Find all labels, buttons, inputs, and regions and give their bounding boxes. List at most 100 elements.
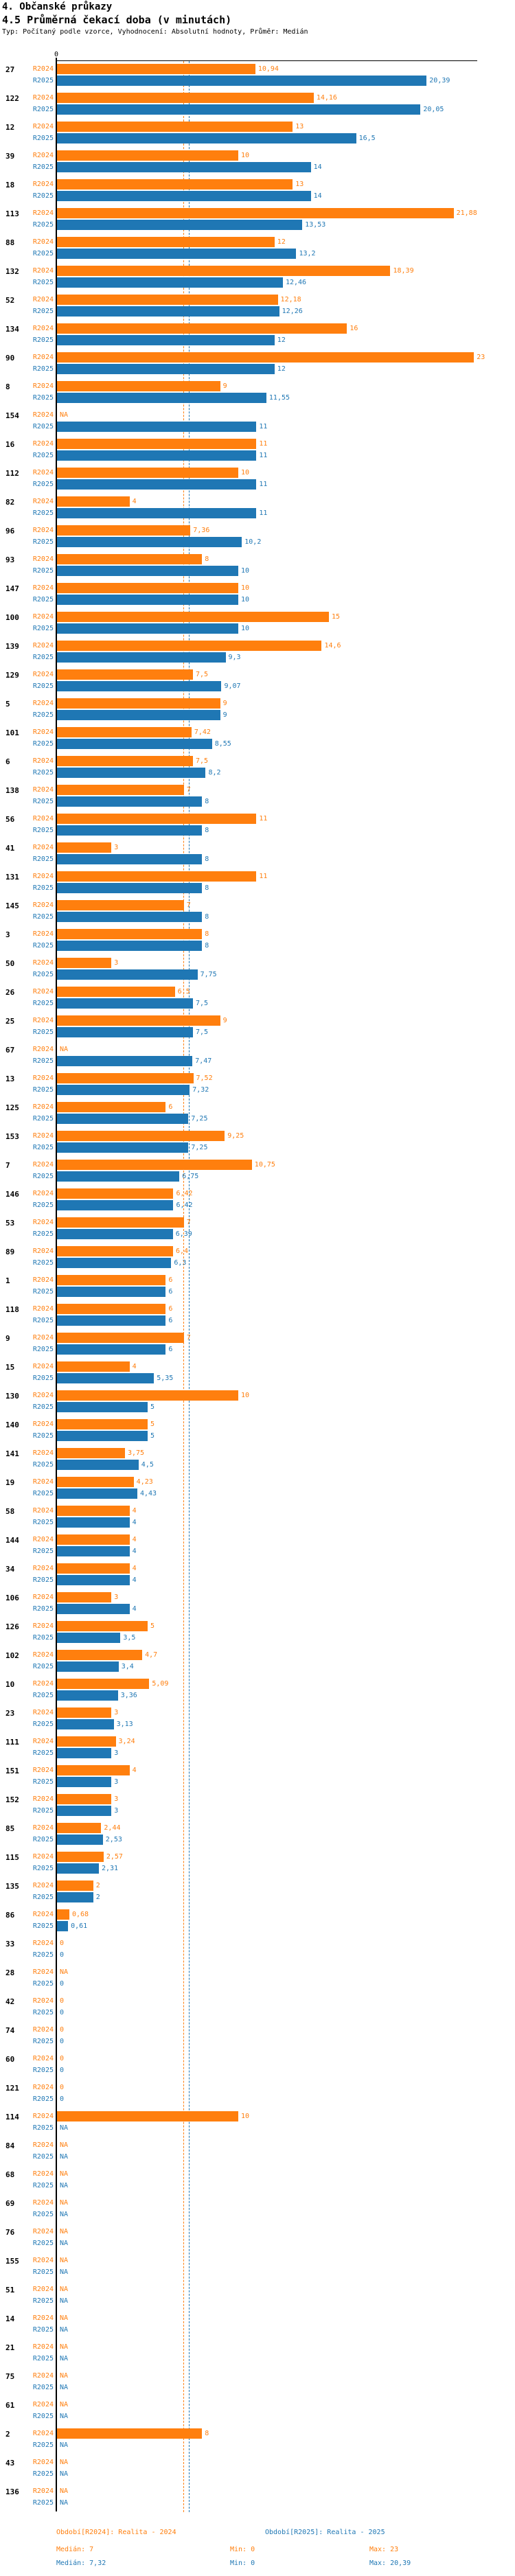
series-label-r2025: R2025 [32,308,54,315]
bar-r2024 [57,871,257,882]
value-label-r2024: NA [60,2170,69,2178]
series-label-r2025: R2025 [32,2211,54,2218]
category-label: 155 [5,2257,19,2266]
series-label-r2025: R2025 [32,1461,54,1469]
series-label-r2024: R2024 [32,642,54,649]
category-label: 21 [5,2343,15,2352]
stat-median-r2024: Medián: 7 [56,2546,94,2553]
series-label-r2024: R2024 [32,1449,54,1457]
bar-r2024 [57,1650,143,1660]
category-label: 113 [5,209,19,218]
category-label: 84 [5,2141,15,2150]
value-label-r2025: 8,55 [214,740,231,748]
series-label-r2025: R2025 [32,2499,54,2507]
value-label-r2024: 4 [132,1507,137,1515]
bar-r2025 [57,1027,193,1037]
series-label-r2025: R2025 [32,1403,54,1411]
series-label-r2024: R2024 [32,584,54,592]
bar-group: 10 R2024 5,09 R2025 3,36 [0,1679,515,1707]
series-label-r2025: R2025 [32,2009,54,2016]
bar-r2024 [57,1736,116,1747]
value-label-r2025: 3 [114,1807,119,1815]
bar-r2024 [57,1794,112,1804]
series-label-r2025: R2025 [32,1692,54,1699]
value-label-r2025: 3,13 [116,1721,133,1728]
bar-group: 25 R2024 9 R2025 7,5 [0,1015,515,1044]
value-label-r2025: NA [60,2211,69,2218]
category-label: 53 [5,1219,15,1228]
series-label-r2025: R2025 [32,1028,54,1036]
series-label-r2024: R2024 [32,267,54,275]
value-label-r2024: 11 [259,440,268,448]
category-label: 68 [5,2170,15,2179]
category-label: 129 [5,671,19,680]
series-label-r2025: R2025 [32,423,54,430]
value-label-r2025: 0 [60,1980,65,1988]
value-label-r2024: 6,5 [177,988,190,996]
value-label-r2024: 7 [186,786,191,794]
bar-r2024 [57,727,192,737]
series-label-r2025: R2025 [32,2326,54,2334]
value-label-r2024: 9 [222,1017,227,1024]
bar-group: 85 R2024 2,44 R2025 2,53 [0,1823,515,1852]
bar-r2024 [57,1246,173,1256]
series-label-r2024: R2024 [32,65,54,73]
series-label-r2024: R2024 [32,2257,54,2264]
series-label-r2025: R2025 [32,336,54,344]
value-label-r2025: 8 [205,884,209,892]
series-label-r2025: R2025 [32,2067,54,2074]
category-label: 25 [5,1017,15,1026]
value-label-r2025: 3 [114,1778,119,1786]
bar-group: 84 R2024 NA R2025 NA [0,2140,515,2169]
value-label-r2024: 5 [150,1421,155,1428]
bar-group: 74 R2024 0 R2025 0 [0,2025,515,2054]
series-label-r2024: R2024 [32,930,54,938]
bar-group: 75 R2024 NA R2025 NA [0,2371,515,2400]
value-label-r2025: 10 [241,567,250,575]
series-label-r2024: R2024 [32,1074,54,1082]
series-label-r2025: R2025 [32,1490,54,1497]
series-label-r2024: R2024 [32,873,54,880]
value-label-r2025: NA [60,2470,69,2478]
category-label: 33 [5,1940,15,1948]
series-label-r2024: R2024 [32,2430,54,2437]
value-label-r2024: 4 [132,1536,137,1543]
category-label: 153 [5,1132,19,1141]
category-label: 152 [5,1795,19,1804]
bar-r2025 [57,537,242,547]
series-label-r2024: R2024 [32,1276,54,1284]
series-label-r2024: R2024 [32,1968,54,1976]
value-label-r2024: 12 [277,238,286,246]
category-label: 42 [5,1997,15,2006]
bar-r2025 [57,76,427,86]
series-label-r2024: R2024 [32,844,54,851]
bar-group: 68 R2024 NA R2025 NA [0,2169,515,2198]
bar-group: 146 R2024 6,42 R2025 6,42 [0,1188,515,1217]
value-label-r2024: 7 [186,901,191,909]
bar-r2025 [57,450,257,461]
series-label-r2025: R2025 [32,1605,54,1613]
value-label-r2024: 0 [60,2084,65,2091]
series-label-r2024: R2024 [32,1017,54,1024]
bar-r2024 [57,641,322,651]
bar-r2025 [57,249,297,259]
value-label-r2024: 14,16 [316,94,337,102]
bar-group: 60 R2024 0 R2025 0 [0,2054,515,2082]
bar-group: 12 R2024 13 R2025 16,5 [0,122,515,150]
series-label-r2025: R2025 [32,1749,54,1757]
bar-r2025 [57,883,203,893]
category-label: 130 [5,1392,19,1401]
category-label: 112 [5,469,19,478]
value-label-r2025: NA [60,2124,69,2132]
stat-max-r2024: Max: 23 [369,2546,399,2553]
series-label-r2025: R2025 [32,1807,54,1815]
category-label: 82 [5,498,15,507]
value-label-r2025: 5,35 [157,1375,174,1382]
series-label-r2025: R2025 [32,1519,54,1526]
bar-r2025 [57,1777,112,1787]
bar-r2025 [57,1661,119,1672]
series-label-r2025: R2025 [32,1432,54,1440]
series-label-r2025: R2025 [32,798,54,805]
series-label-r2024: R2024 [32,1132,54,1140]
bar-group: 151 R2024 4 R2025 3 [0,1765,515,1794]
